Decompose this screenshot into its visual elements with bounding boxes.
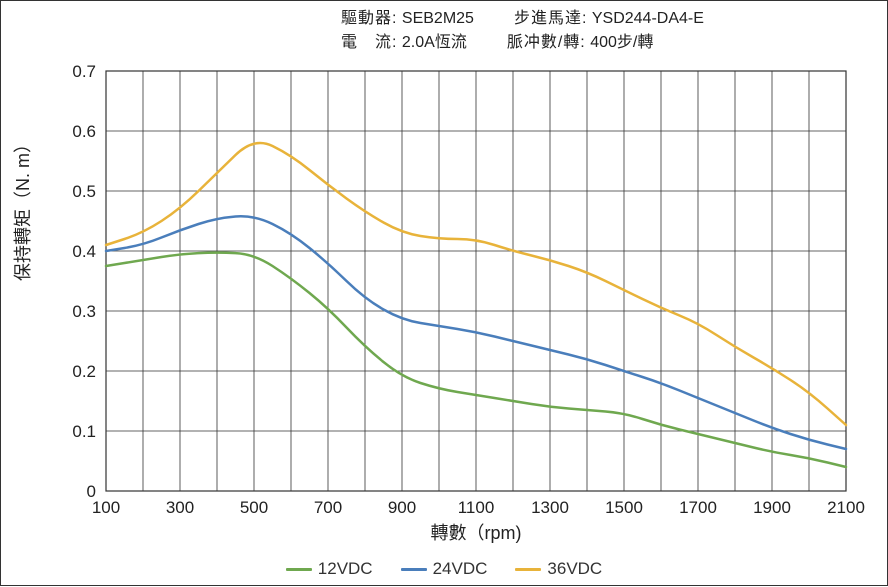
svg-text:1900: 1900 [753, 498, 791, 517]
legend-label-24vdc: 24VDC [433, 559, 488, 579]
svg-text:0.3: 0.3 [72, 302, 96, 321]
svg-text:1500: 1500 [605, 498, 643, 517]
svg-text:0.1: 0.1 [72, 422, 96, 441]
legend-item-36vdc: 36VDC [515, 559, 602, 579]
legend-item-24vdc: 24VDC [401, 559, 488, 579]
svg-text:0.2: 0.2 [72, 362, 96, 381]
svg-text:700: 700 [314, 498, 342, 517]
svg-text:0.5: 0.5 [72, 182, 96, 201]
svg-text:1300: 1300 [531, 498, 569, 517]
svg-text:900: 900 [388, 498, 416, 517]
chart-svg: 100 300 500 700 900 1100 1300 1500 1700 1900 2100 0… [1, 1, 888, 587]
svg-text:0: 0 [87, 482, 96, 501]
legend-item-12vdc: 12VDC [286, 559, 373, 579]
svg-text:300: 300 [166, 498, 194, 517]
svg-text:0.4: 0.4 [72, 242, 96, 261]
legend-line-36vdc [515, 568, 541, 571]
legend-line-24vdc [401, 568, 427, 571]
svg-text:0.7: 0.7 [72, 62, 96, 81]
chart-legend: 12VDC 24VDC 36VDC [1, 559, 887, 579]
svg-text:轉數（rpm): 轉數（rpm) [431, 523, 522, 543]
svg-text:0.6: 0.6 [72, 122, 96, 141]
legend-label-12vdc: 12VDC [318, 559, 373, 579]
svg-text:1100: 1100 [458, 498, 495, 517]
svg-text:500: 500 [240, 498, 268, 517]
chart-container: 驅動器: SEB2M25 步進馬達: YSD244-DA4-E 電 流: 2.0… [0, 0, 888, 586]
legend-label-36vdc: 36VDC [547, 559, 602, 579]
svg-text:2100: 2100 [827, 498, 865, 517]
svg-text:100: 100 [92, 498, 120, 517]
svg-text:1700: 1700 [679, 498, 717, 517]
legend-line-12vdc [286, 568, 312, 571]
